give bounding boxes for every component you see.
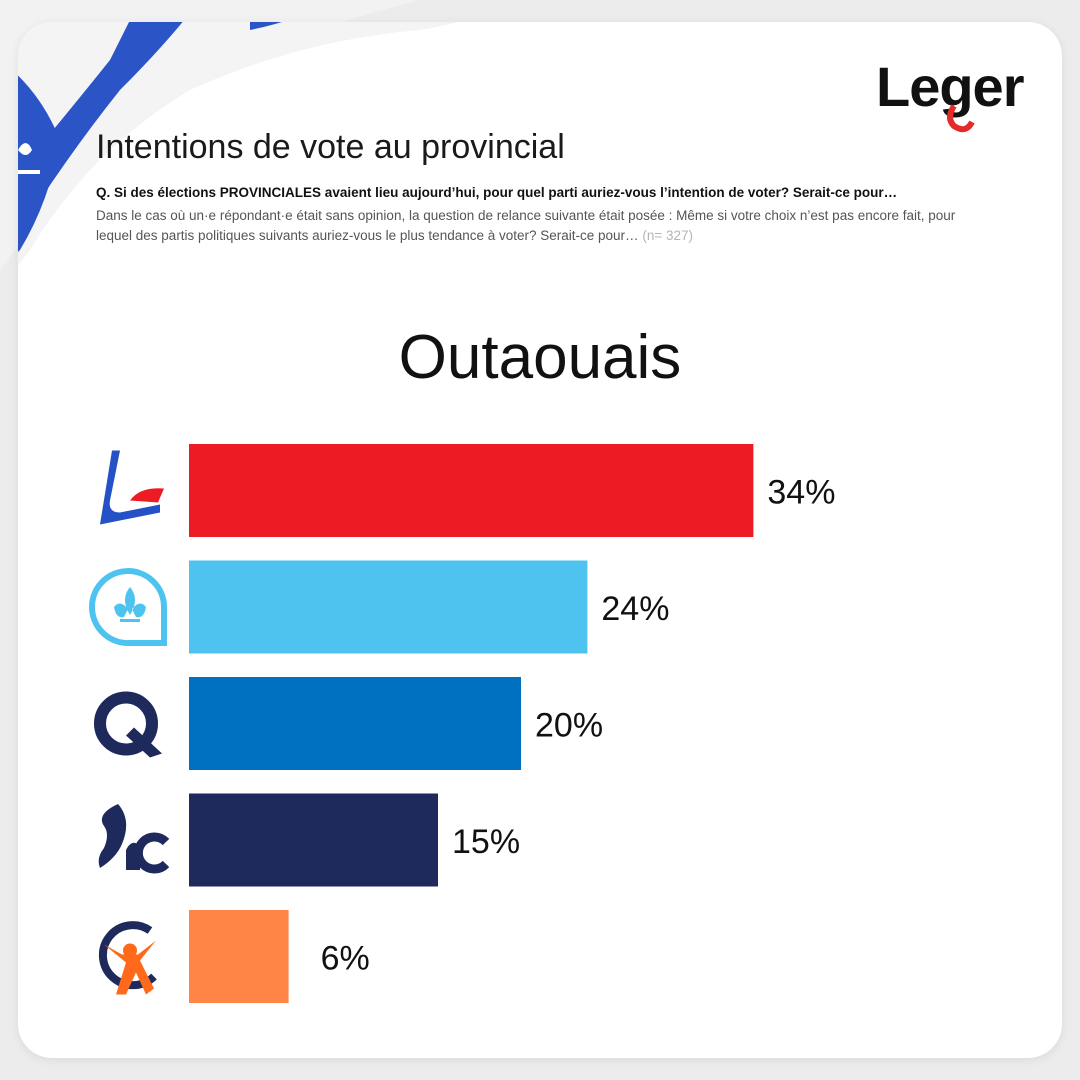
- bar-conservative-logo: [189, 677, 521, 770]
- pq-logo-icon: [89, 568, 167, 647]
- bar-pq-logo: [189, 560, 588, 654]
- value-label-pq-logo: 24%: [601, 590, 669, 628]
- sample-size: (n= 327): [642, 228, 693, 243]
- follow-up-question: Dans le cas où un·e répondant·e était sa…: [96, 206, 986, 246]
- value-label-qs-logo: 6%: [321, 940, 370, 978]
- liberal-logo-icon: [100, 450, 164, 525]
- conservative-logo-icon: [94, 691, 162, 758]
- bar-liberal-logo: [189, 444, 754, 537]
- chart-title: Outaouais: [398, 323, 682, 392]
- bar-qs-logo: [189, 910, 289, 1003]
- value-label-caq-logo: 15%: [452, 823, 520, 861]
- survey-question: Q. Si des élections PROVINCIALES avaient…: [96, 185, 898, 200]
- poll-card: Leger Intentions de vote au provincial Q…: [18, 22, 1062, 1058]
- value-label-conservative-logo: 20%: [535, 707, 603, 745]
- caq-logo-icon: [98, 804, 170, 874]
- bar-caq-logo: [189, 793, 438, 887]
- follow-up-text: Dans le cas où un·e répondant·e était sa…: [96, 208, 956, 243]
- value-label-liberal-logo: 34%: [767, 474, 835, 512]
- page-title: Intentions de vote au provincial: [96, 128, 565, 166]
- bar-chart: 34% 24% 20% 15% 6%: [89, 444, 835, 1003]
- leger-logo: Leger: [876, 48, 1026, 138]
- logo-red-mark: [947, 104, 975, 133]
- quebec-flag-decoration: [18, 22, 459, 266]
- qs-logo-icon: [98, 921, 157, 995]
